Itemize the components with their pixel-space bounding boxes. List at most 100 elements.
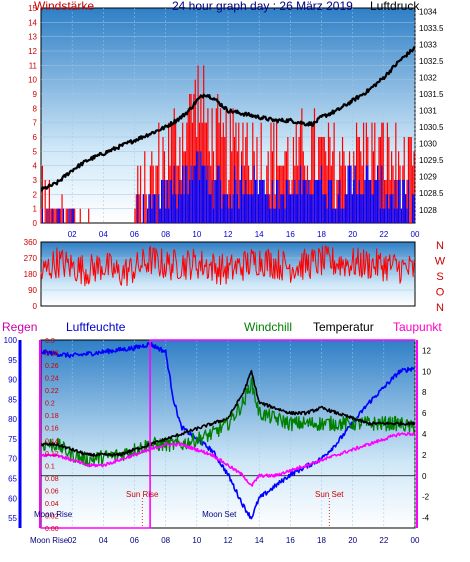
wind-tick-label: 9 [33,90,38,99]
wind-tick-label: 8 [33,104,38,113]
rain-tick-label: 0.22 [45,388,59,395]
temperature-tick-label: 10 [422,367,431,376]
time-tick-label: 04 [99,536,108,545]
humidity-line [40,342,415,520]
label-regen: Regen [2,320,38,334]
time-tick-label: 04 [99,230,108,239]
time-tick-label: 08 [161,230,170,239]
temperature-tick-label: 12 [422,346,431,355]
moon-set-label: Moon Set [202,510,237,519]
rain-tick-label: 0.26 [45,363,59,370]
sun-event-label: Sun Rise [126,490,159,499]
compass-label: N [436,240,444,252]
time-tick-label: 08 [161,536,170,545]
humidity-tick-label: 75 [8,435,17,444]
wind-direction-line [40,245,416,287]
rain-tick-label: 0.3 [45,338,55,345]
wind-tick-label: 0 [33,219,38,228]
pressure-tick-label: 1028 [419,206,437,215]
pressure-tick-label: 1032.5 [419,57,444,66]
windchill-line [40,377,415,468]
time-tick-label: 06 [130,536,139,545]
time-tick-label: 00 [411,230,420,239]
rain-tick-label: 0.28 [45,351,59,358]
pressure-tick-label: 1028.5 [419,189,444,198]
humidity-tick-label: 80 [8,415,17,424]
rain-tick-label: 0.04 [45,501,59,508]
wind-tick-label: 1 [33,205,38,214]
direction-tick-label: 90 [28,286,37,295]
humidity-tick-label: 90 [8,376,17,385]
rain-tick-label: 0.1 [45,463,55,470]
time-tick-label: 20 [348,536,357,545]
temperature-tick-label: 2 [422,451,427,460]
panel-wind-pressure-bg [40,7,416,224]
rain-tick-label: 0.08 [45,476,59,483]
humidity-tick-label: 60 [8,494,17,503]
wind-tick-label: 3 [33,176,38,185]
time-tick-label: 22 [379,230,388,239]
panel-wind-direction-data [40,245,416,287]
time-tick-label: 02 [68,230,77,239]
wind-tick-label: 13 [28,33,37,42]
temperature-tick-label: 4 [422,430,427,439]
moon-rise-label: Moon Rise [34,510,73,519]
wind-tick-label: 4 [33,162,38,171]
wind-tick-label: 10 [28,76,37,85]
time-tick-label: 20 [348,230,357,239]
compass-label: O [436,287,445,299]
direction-tick-label: 270 [24,254,38,263]
pressure-line [40,46,416,192]
time-tick-label: 10 [192,230,201,239]
rain-tick-label: 0.24 [45,376,59,383]
rain-tick-label: 0.06 [45,488,59,495]
rain-tick-label: 0.2 [45,401,55,408]
pressure-tick-label: 1033.5 [419,24,444,33]
label-temperatur: Temperatur [313,320,374,334]
wind-tick-label: 7 [33,119,38,128]
time-tick-label: 14 [255,230,264,239]
time-tick-label: 14 [255,536,264,545]
direction-tick-label: 360 [24,238,38,247]
rain-tick-label: 0.12 [45,451,59,458]
humidity-tick-label: 65 [8,475,17,484]
panel-wind-pressure-axes: 012345678910111213141510281028.510291029… [28,4,444,239]
panel-humidity-temperature-data [40,339,415,529]
time-tick-label: 06 [130,230,139,239]
time-tick-label: 12 [224,230,233,239]
temperature-tick-label: 0 [422,472,427,481]
panel-humidity-temperature-axes: 0.00 0.02 0.04 0.06 0.08 0.1 0.12 0.14 0.16 0.18 0… [4,336,432,545]
humidity-tick-label: 95 [8,356,17,365]
header-left-label: Windstärke [34,0,95,13]
panel-wind-pressure-data [40,46,416,223]
temperature-line [40,369,415,458]
wind-tick-label: 2 [33,190,38,199]
rain-line [41,339,415,529]
time-tick-label: 02 [68,536,77,545]
time-tick-label: 18 [317,230,326,239]
pressure-tick-label: 1033 [419,40,437,49]
humidity-tick-label: 85 [8,395,17,404]
humidity-tick-label: 70 [8,455,17,464]
direction-tick-label: 180 [24,270,38,279]
pressure-tick-label: 1029 [419,173,437,182]
temperature-tick-label: -2 [422,493,430,502]
time-tick-label: 22 [379,536,388,545]
rain-tick-label: 0.18 [45,413,59,420]
dewpoint-line [40,431,415,487]
humidity-tick-label: 100 [4,336,18,345]
header-center-label: 24 hour graph day : 26 März 2019 [172,0,353,13]
wind-tick-label: 6 [33,133,38,142]
pressure-tick-label: 1032 [419,73,437,82]
temperature-tick-label: 6 [422,409,427,418]
wind-tick-label: 12 [28,47,37,56]
rain-tick-label: 0.02 [45,513,59,520]
rain-tick-label: 0.00 [45,526,59,533]
label-taupunkt: Taupunkt [393,320,442,334]
time-tick-label: 16 [286,230,295,239]
time-tick-label: 12 [224,536,233,545]
header-right-label: Luftdruck [370,0,420,13]
